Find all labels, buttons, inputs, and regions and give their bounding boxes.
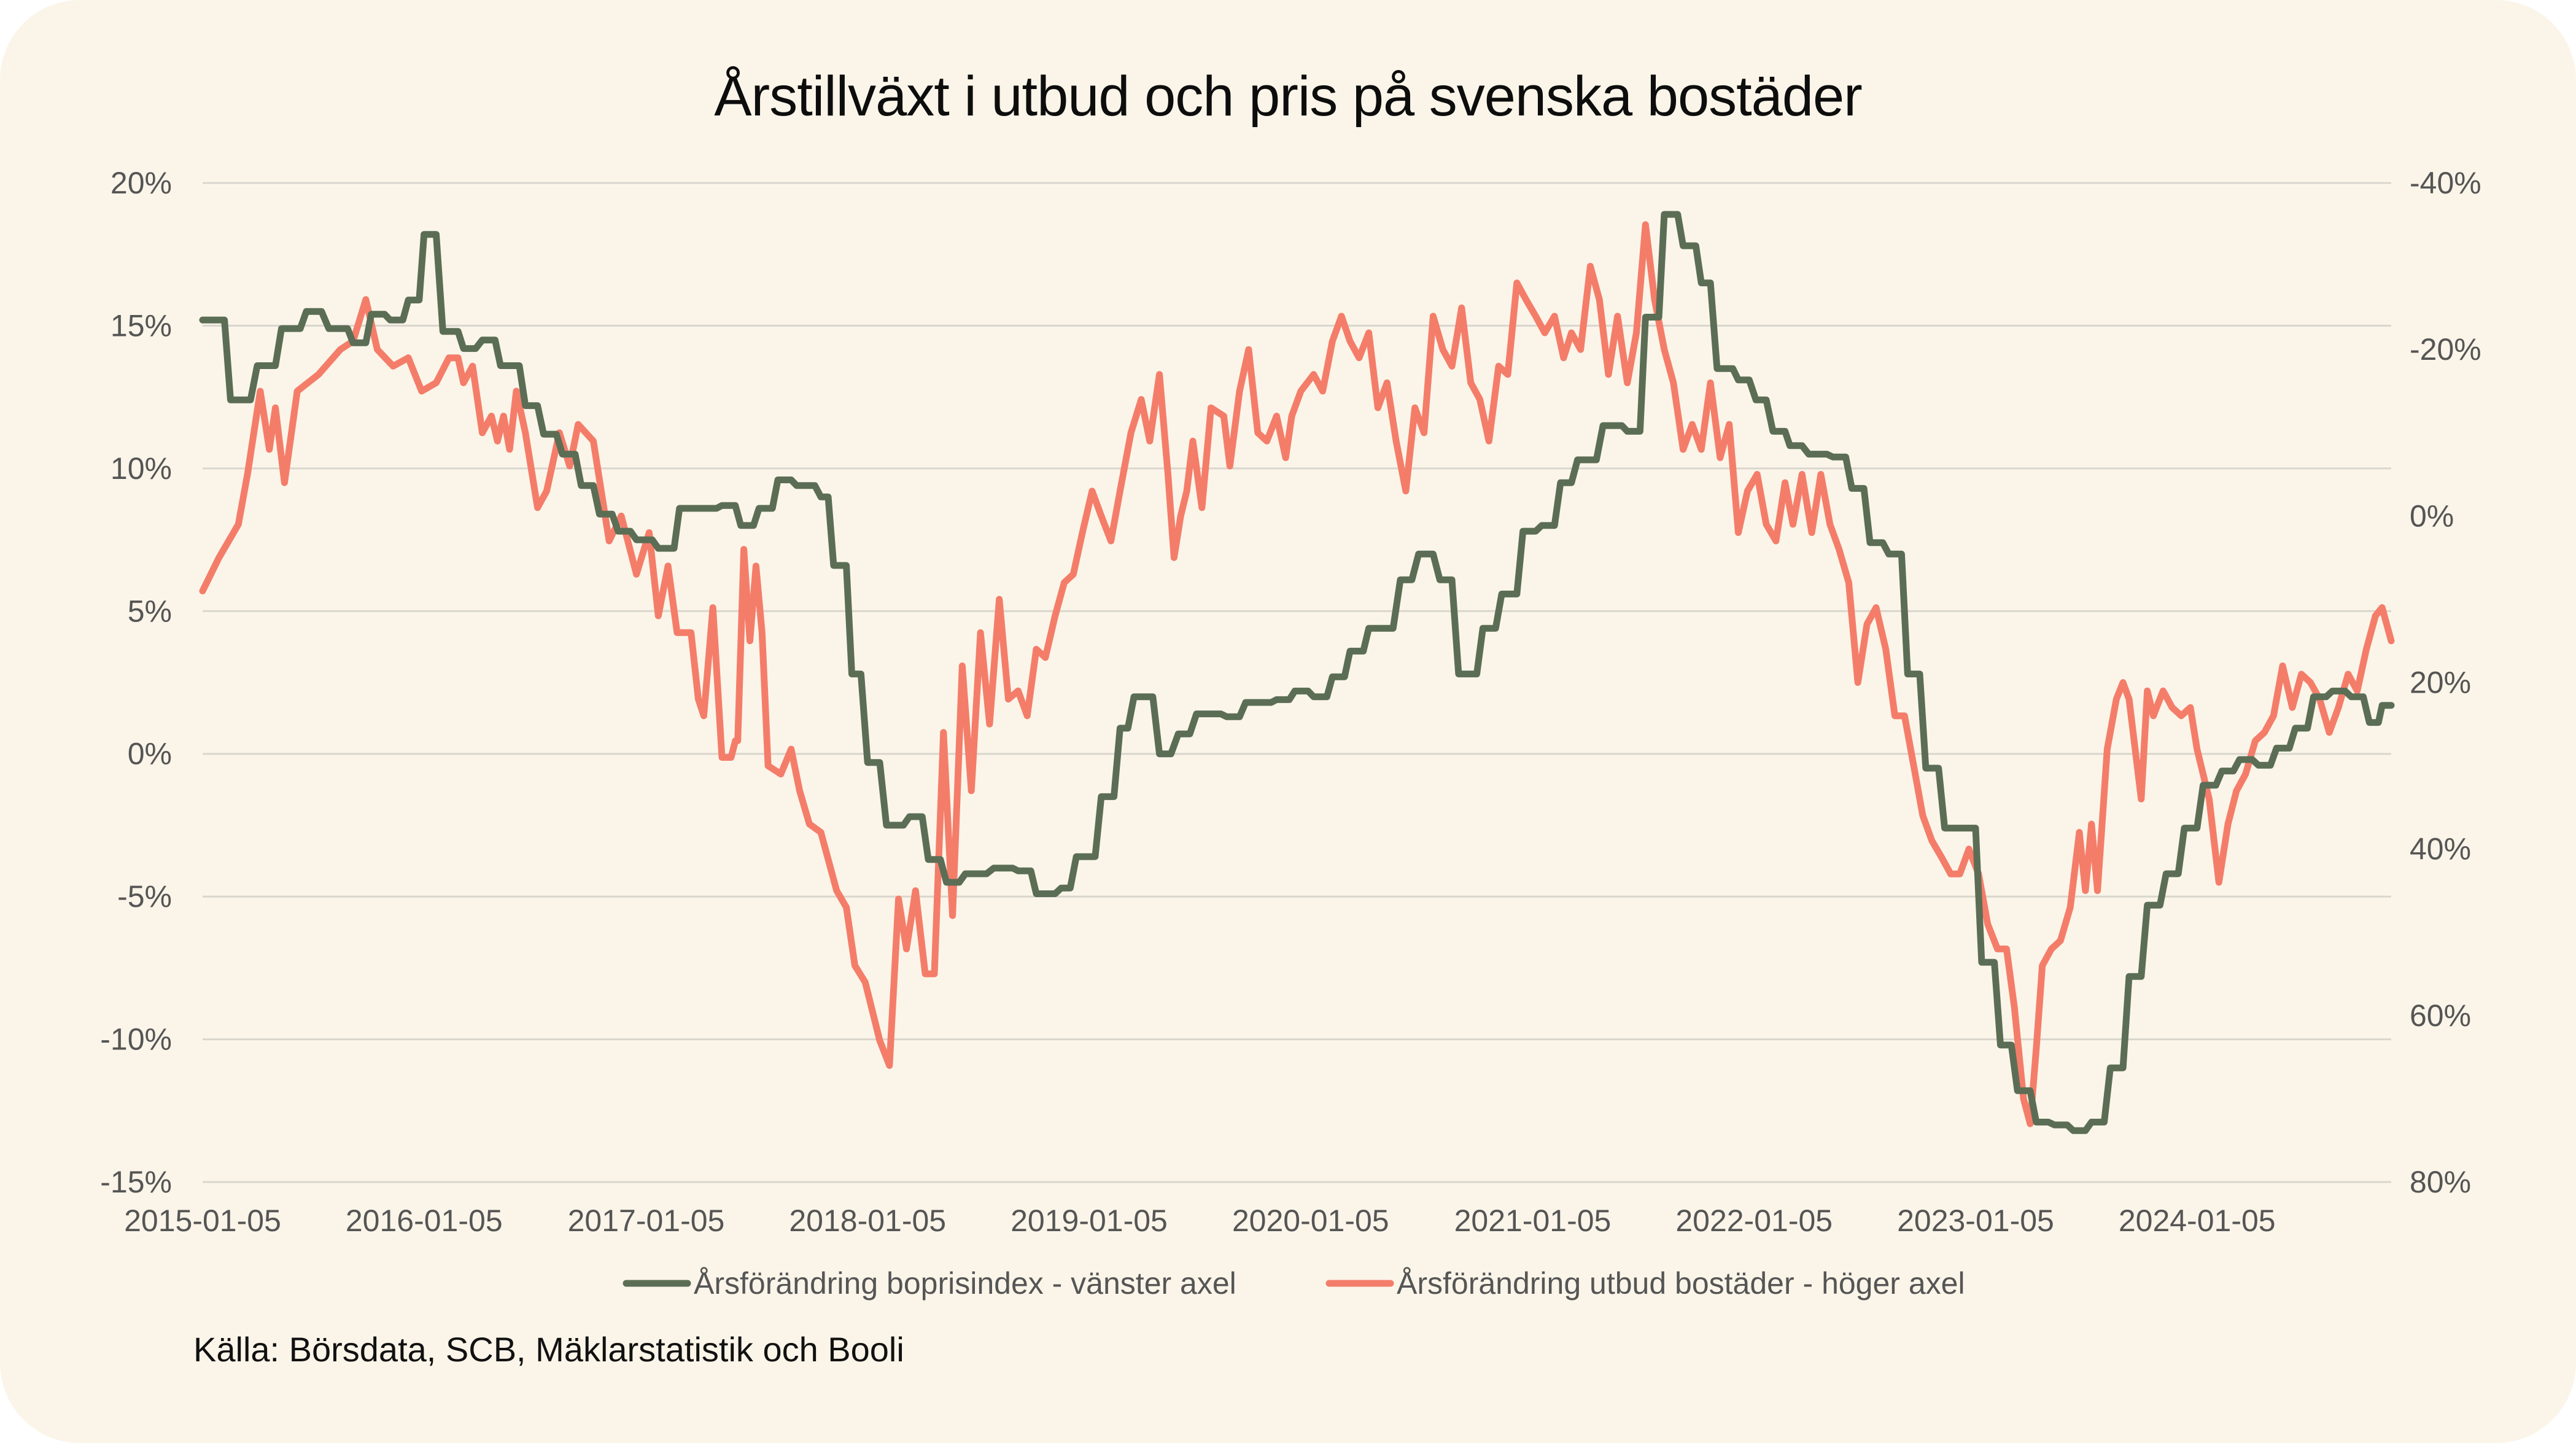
right-axis-tick-label: 20% xyxy=(2410,666,2471,700)
left-axis-tick-label: -5% xyxy=(117,879,172,914)
x-axis-tick-label: 2021-01-05 xyxy=(1454,1204,1612,1238)
housing-supply-series-line xyxy=(199,221,2395,1127)
x-axis-tick-label: 2024-01-05 xyxy=(2119,1204,2276,1238)
right-axis-tick-label: -40% xyxy=(2410,166,2481,200)
right-axis-tick-label: 40% xyxy=(2410,832,2471,866)
price-index-series-line xyxy=(199,211,2395,1134)
x-axis-tick-label: 2019-01-05 xyxy=(1011,1204,1168,1238)
left-axis-tick-label: -15% xyxy=(100,1165,172,1199)
x-axis-tick-label: 2015-01-05 xyxy=(124,1204,281,1238)
x-axis-tick-label: 2020-01-05 xyxy=(1232,1204,1389,1238)
legend-item-price-index: Årsförändring boprisindex - vänster axel xyxy=(694,1266,1236,1301)
right-axis-tick-label: 60% xyxy=(2410,998,2471,1033)
right-axis-tick-label: -20% xyxy=(2410,332,2481,367)
left-axis-tick-label: -10% xyxy=(100,1022,172,1057)
x-axis-tick-label: 2022-01-05 xyxy=(1675,1204,1833,1238)
x-axis-tick-label: 2018-01-05 xyxy=(789,1204,946,1238)
x-axis-tick-label: 2017-01-05 xyxy=(568,1204,725,1238)
x-axis-tick-label: 2016-01-05 xyxy=(346,1204,503,1238)
gridlines xyxy=(203,182,2391,1183)
left-axis-tick-label: 5% xyxy=(128,594,172,628)
left-axis-tick-label: 0% xyxy=(128,737,172,771)
legend-item-housing-supply: Årsförändring utbud bostäder - höger axe… xyxy=(1397,1266,1965,1301)
left-axis-tick-label: 10% xyxy=(111,451,172,486)
source-note: Källa: Börsdata, SCB, Mäklarstatistik oc… xyxy=(193,1330,904,1369)
series-lines xyxy=(199,211,2395,1134)
x-axis-tick-label: 2023-01-05 xyxy=(1897,1204,2054,1238)
left-axis-tick-label: 15% xyxy=(111,308,172,343)
legend: Årsförändring boprisindex - vänster axel… xyxy=(623,1266,1965,1301)
left-axis-tick-label: 20% xyxy=(111,166,172,200)
chart-title: Årstillväxt i utbud och pris på svenska … xyxy=(714,65,1863,128)
right-axis-tick-label: 80% xyxy=(2410,1165,2471,1199)
axis-ticks: 20% 15% 10% 5% 0% -5% -10% -15% -40% -20% 0% 20% 40%… xyxy=(100,166,2481,1238)
right-axis-tick-label: 0% xyxy=(2410,499,2454,533)
